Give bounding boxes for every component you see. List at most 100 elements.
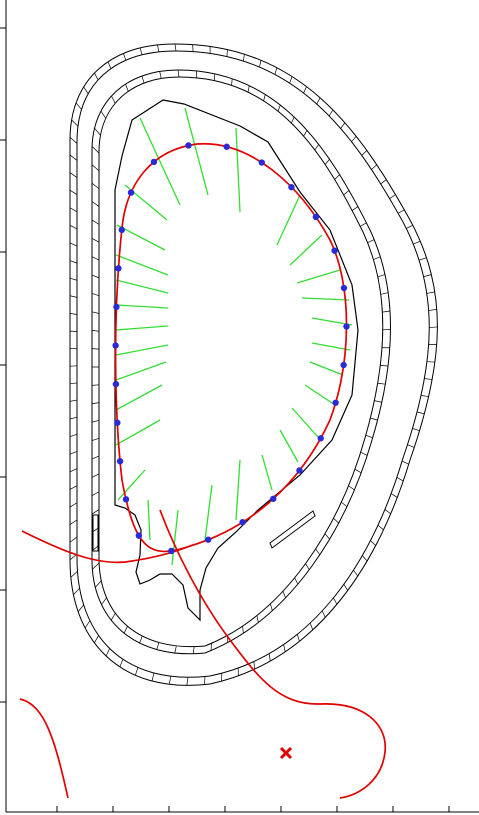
vessel-segment-mark <box>75 102 82 110</box>
vessel-segment-mark <box>141 75 145 84</box>
probe-point <box>205 536 212 543</box>
vessel-segment-mark <box>328 109 334 117</box>
vessel-segment-mark <box>135 667 139 676</box>
vessel-segment-mark <box>69 189 78 195</box>
vessel-segment-mark <box>159 71 162 79</box>
outer-divertor-plate <box>269 510 316 549</box>
vessel-segment-mark <box>69 225 78 230</box>
probe-point <box>150 158 158 166</box>
vessel-segment-mark <box>243 54 245 62</box>
vessel-segment-mark <box>360 222 367 227</box>
sightline <box>115 304 169 309</box>
vessel-segment-mark <box>362 555 368 562</box>
vessel-segment-mark <box>333 517 339 524</box>
sightline <box>115 279 169 294</box>
vessel-segment-mark <box>277 104 281 112</box>
probe-point <box>239 518 246 526</box>
sightline <box>291 407 319 438</box>
vessel-segment-mark <box>101 597 107 605</box>
separatrix-lower-left-branch <box>19 698 69 799</box>
vessel-segment-mark <box>110 613 116 621</box>
probe-point <box>312 213 320 221</box>
probe-point <box>112 342 119 349</box>
sightline <box>235 127 241 213</box>
vessel-segment-mark <box>91 311 100 314</box>
vessel-segment-mark <box>423 274 432 277</box>
vessel-segment-mark <box>397 209 405 214</box>
sightline <box>184 107 209 196</box>
vessel-segment-mark <box>296 634 300 642</box>
probe-point <box>296 467 303 474</box>
vessel-segment-mark <box>413 240 421 245</box>
vessel-segment-mark <box>382 329 391 331</box>
vessel-segment-mark <box>259 60 262 68</box>
vessel-segment-mark <box>334 174 340 180</box>
sightline <box>204 484 213 541</box>
vessel-segment-mark <box>139 635 143 644</box>
vessel-segment-mark <box>380 292 389 295</box>
vessel-outer-wall-outer <box>69 43 438 686</box>
sightline <box>117 469 146 501</box>
vessel-segment-mark <box>111 95 116 104</box>
probe-point <box>118 226 125 234</box>
vessel-segment-mark <box>263 94 266 101</box>
vessel-segment-mark <box>283 644 286 652</box>
vessel-segment-mark <box>91 473 100 478</box>
divertor-plates <box>92 510 316 552</box>
vessel-segment-mark <box>123 626 128 634</box>
vessel-segment-mark <box>231 78 233 86</box>
diagnostic-sightlines <box>115 107 353 566</box>
vessel-segment-mark <box>289 76 293 84</box>
vessel-segment-mark <box>69 485 78 490</box>
vessel-segment-mark <box>367 239 375 243</box>
vessel-segment-mark <box>77 604 84 612</box>
cross-icon <box>279 746 293 760</box>
vessel-segment-mark <box>95 580 102 588</box>
vessel-segment-mark <box>69 399 78 402</box>
sightline <box>311 342 351 351</box>
vessel-segment-mark <box>91 274 100 279</box>
sightline <box>171 509 179 566</box>
vessel-segment-mark <box>351 206 359 211</box>
vessel-segment-mark <box>382 310 391 313</box>
vessel-segment-mark <box>91 402 100 405</box>
vessel-segment-mark <box>69 277 78 281</box>
vessel-segment-mark <box>365 434 373 439</box>
probe-point <box>332 399 339 406</box>
vessel-segment-mark <box>390 493 398 498</box>
separatrix-core-boundary <box>114 143 348 553</box>
vessel-segment-mark <box>401 460 409 465</box>
vessel-segment-mark <box>91 384 100 386</box>
vessel-segment-mark <box>192 646 195 654</box>
axis-ticks <box>0 27 450 812</box>
vessel-segment-mark <box>282 591 286 598</box>
vessel-segment-mark <box>360 451 368 456</box>
inner-divertor-plate <box>92 514 99 552</box>
vessel-segment-mark <box>428 309 437 311</box>
vessel-segment-mark <box>324 533 330 540</box>
vessel-segment-mark <box>91 509 100 515</box>
vessel-segment-mark <box>374 400 382 403</box>
probe-point <box>288 183 295 191</box>
vessel-segment-mark <box>384 509 391 515</box>
separatrix-outer-leg <box>159 509 387 799</box>
vessel-segment-mark <box>348 485 355 491</box>
vessel-segment-mark <box>314 144 320 151</box>
separatrix <box>19 143 387 799</box>
vessel-segment-mark <box>417 411 425 415</box>
sightline <box>116 224 166 251</box>
vessel-segment-mark <box>107 61 112 69</box>
vessel-segment-mark <box>242 626 244 634</box>
vessel-segment-mark <box>351 136 357 142</box>
vessel-segment-mark <box>371 164 378 170</box>
vacuum-vessel <box>69 43 438 686</box>
vessel-segment-mark <box>253 661 255 670</box>
vessel-segment-mark <box>247 85 250 93</box>
vessel-segment-mark <box>69 433 78 437</box>
vessel-segment-mark <box>69 172 78 178</box>
vessel-segment-mark <box>69 313 78 315</box>
sightline <box>115 254 169 276</box>
vessel-segment-marks <box>69 43 438 686</box>
vessel-segment-mark <box>91 329 100 332</box>
vessel-segment-mark <box>91 219 100 225</box>
